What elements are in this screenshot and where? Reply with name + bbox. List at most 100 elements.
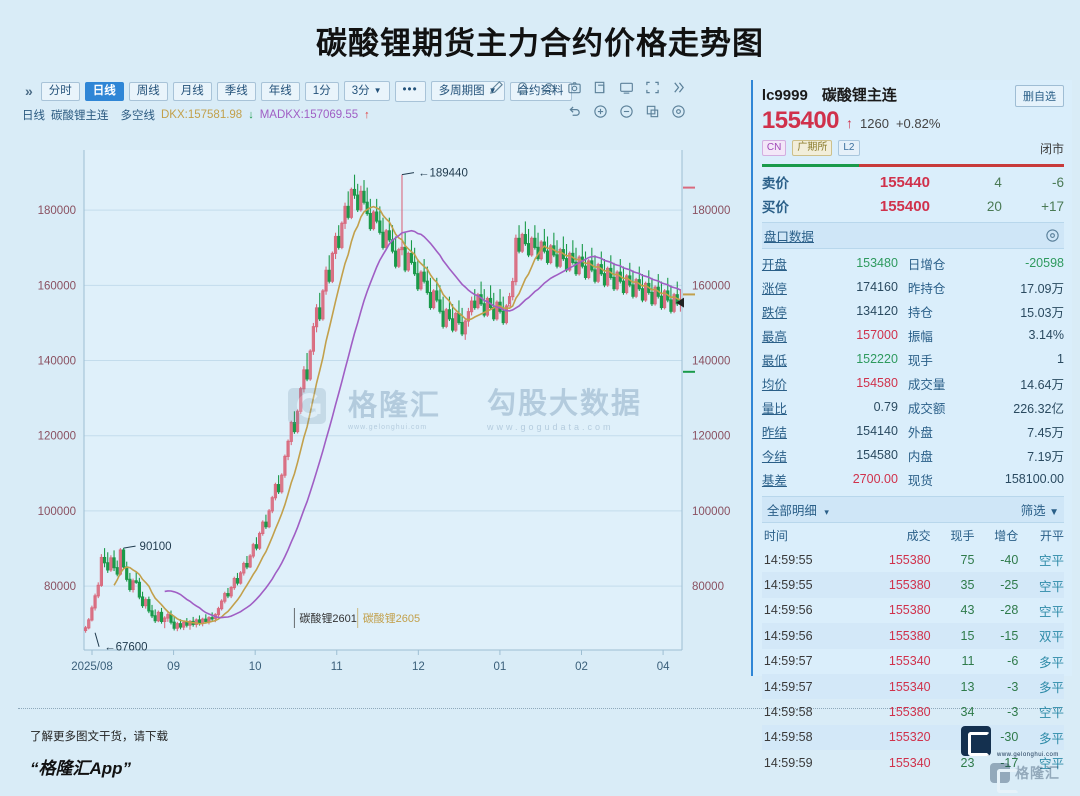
period-button-4[interactable]: 季线	[216, 81, 256, 101]
y-axis-tick-label: 120000	[38, 431, 76, 443]
period-button-1[interactable]: 日线	[84, 81, 124, 101]
depth-sell-portion	[858, 164, 1064, 167]
candle-body	[425, 280, 429, 294]
crop-icon[interactable]	[645, 104, 660, 119]
candle-body	[466, 311, 471, 322]
candle-body	[295, 410, 300, 433]
candle-body	[375, 211, 379, 222]
undo-icon[interactable]	[567, 104, 582, 119]
indicator-period: 日线	[22, 110, 45, 122]
candle-body	[175, 623, 179, 629]
period-button-9[interactable]: 多周期图 ▼	[430, 81, 505, 101]
period-button-6[interactable]: 1分	[304, 81, 339, 101]
fullscreen-icon[interactable]	[645, 80, 660, 95]
chevrons-right-icon[interactable]	[671, 80, 686, 95]
x-axis-tick-label: 09	[167, 661, 180, 673]
zoom-in-icon[interactable]	[593, 104, 608, 119]
stat-key-2: 日增仓	[907, 257, 946, 272]
badge-exchange: 广期所	[792, 140, 833, 156]
filter-label[interactable]: 筛选	[1020, 504, 1046, 518]
candle-body	[460, 322, 464, 335]
stat-value: 157000	[856, 328, 898, 342]
stat-key: 量比	[761, 401, 787, 416]
stats-row: 今结 154580 内盘 7.19万	[762, 443, 1064, 467]
stat-key-2: 持仓	[907, 305, 933, 320]
indicator-row: 日线 碳酸锂主连 多空线 DKX:157581.98 ↓ MADKX:15706…	[22, 105, 748, 125]
stat-key-2: 成交额	[907, 401, 946, 416]
period-button-5[interactable]: 年线	[260, 81, 300, 101]
price-chart[interactable]: 80000 80000 100000 100000 120000 120000 140000…	[22, 132, 750, 732]
candle-body	[254, 544, 259, 549]
stat-value-2: -20598	[1025, 256, 1064, 270]
period-button-7[interactable]: 3分 ▼	[343, 81, 390, 101]
zoom-out-icon[interactable]	[619, 104, 634, 119]
monitor-icon[interactable]	[619, 80, 634, 95]
dkx-value: DKX:157581.98	[161, 109, 243, 121]
candle-body	[672, 294, 676, 312]
expand-chevron-icon[interactable]: »	[25, 83, 33, 99]
quote-last-price: 155400	[761, 107, 840, 134]
footer-logo-group: 格隆汇 www.gelonghui.com 格隆汇	[961, 723, 1060, 793]
copy-icon[interactable]	[593, 80, 608, 95]
quote-price-row: 155400 ↑ 1260 +0.82%	[762, 107, 1064, 135]
filter-icon[interactable]: ▼	[1049, 507, 1059, 518]
target-icon[interactable]	[671, 104, 686, 119]
tick-time: 14:59:56	[763, 603, 813, 618]
period-button-8[interactable]: •••	[394, 80, 426, 102]
bell-icon[interactable]	[515, 80, 530, 95]
candle-body	[473, 300, 477, 309]
stat-key-2: 现手	[907, 353, 933, 368]
period-button-3[interactable]: 月线	[172, 81, 212, 101]
period-button-0[interactable]: 分时	[40, 81, 80, 101]
quote-name: 碳酸锂主连	[821, 87, 897, 104]
bid-price: 155400	[879, 197, 930, 215]
delete-watchlist-button[interactable]: 删自选	[1015, 85, 1064, 107]
stat-key: 基差	[761, 473, 787, 488]
detail-title[interactable]: 全部明细	[766, 504, 817, 518]
camera-icon[interactable]	[567, 80, 582, 95]
tick-time: 14:59:55	[763, 578, 813, 593]
stat-value-2: 7.19万	[1027, 449, 1064, 464]
cloud-icon[interactable]	[541, 80, 556, 95]
tick-price: 155340	[888, 755, 931, 770]
candle-body	[299, 388, 303, 412]
candle-body	[314, 307, 319, 328]
candle-body	[507, 296, 512, 307]
candle-body	[172, 621, 176, 629]
tick-price: 155380	[888, 578, 931, 593]
stat-value: 153480	[856, 256, 898, 270]
candle-body	[340, 222, 344, 248]
candle-body	[99, 556, 104, 586]
candle-body	[381, 231, 385, 248]
candle-body	[327, 269, 331, 282]
candle-body	[121, 549, 126, 568]
candle-body	[163, 617, 167, 622]
stat-value-2: 7.45万	[1027, 425, 1064, 440]
tick-volume: 34	[960, 704, 975, 719]
tick-column-header: 时间	[763, 529, 788, 543]
candle-body	[137, 581, 141, 598]
candle-body	[530, 237, 534, 256]
candle-body	[232, 578, 236, 589]
target-icon[interactable]	[1045, 228, 1060, 243]
gelonghui-url: www.gelonghui.com	[997, 752, 1059, 758]
chevron-down-icon[interactable]: ▾	[824, 507, 829, 517]
candle-body	[400, 246, 404, 251]
tick-flag: 多平	[1038, 655, 1064, 670]
period-button-2[interactable]: 周线	[128, 81, 168, 101]
candle-body	[378, 220, 382, 233]
candle-body	[343, 205, 347, 224]
tick-time: 14:59:57	[763, 654, 813, 669]
pencil-icon[interactable]	[489, 80, 504, 95]
period-button-10[interactable]: 合约资料	[509, 81, 572, 101]
gelonghui-logo-ghost: 格隆汇	[990, 763, 1060, 793]
ask-delta: -6	[1051, 174, 1064, 190]
candle-body	[283, 455, 287, 476]
candle-body	[662, 290, 667, 309]
depth-buy-portion	[761, 164, 859, 167]
candle-body	[352, 188, 357, 196]
candle-body	[362, 190, 366, 203]
candle-body	[140, 596, 145, 607]
tick-volume: 23	[960, 755, 975, 770]
